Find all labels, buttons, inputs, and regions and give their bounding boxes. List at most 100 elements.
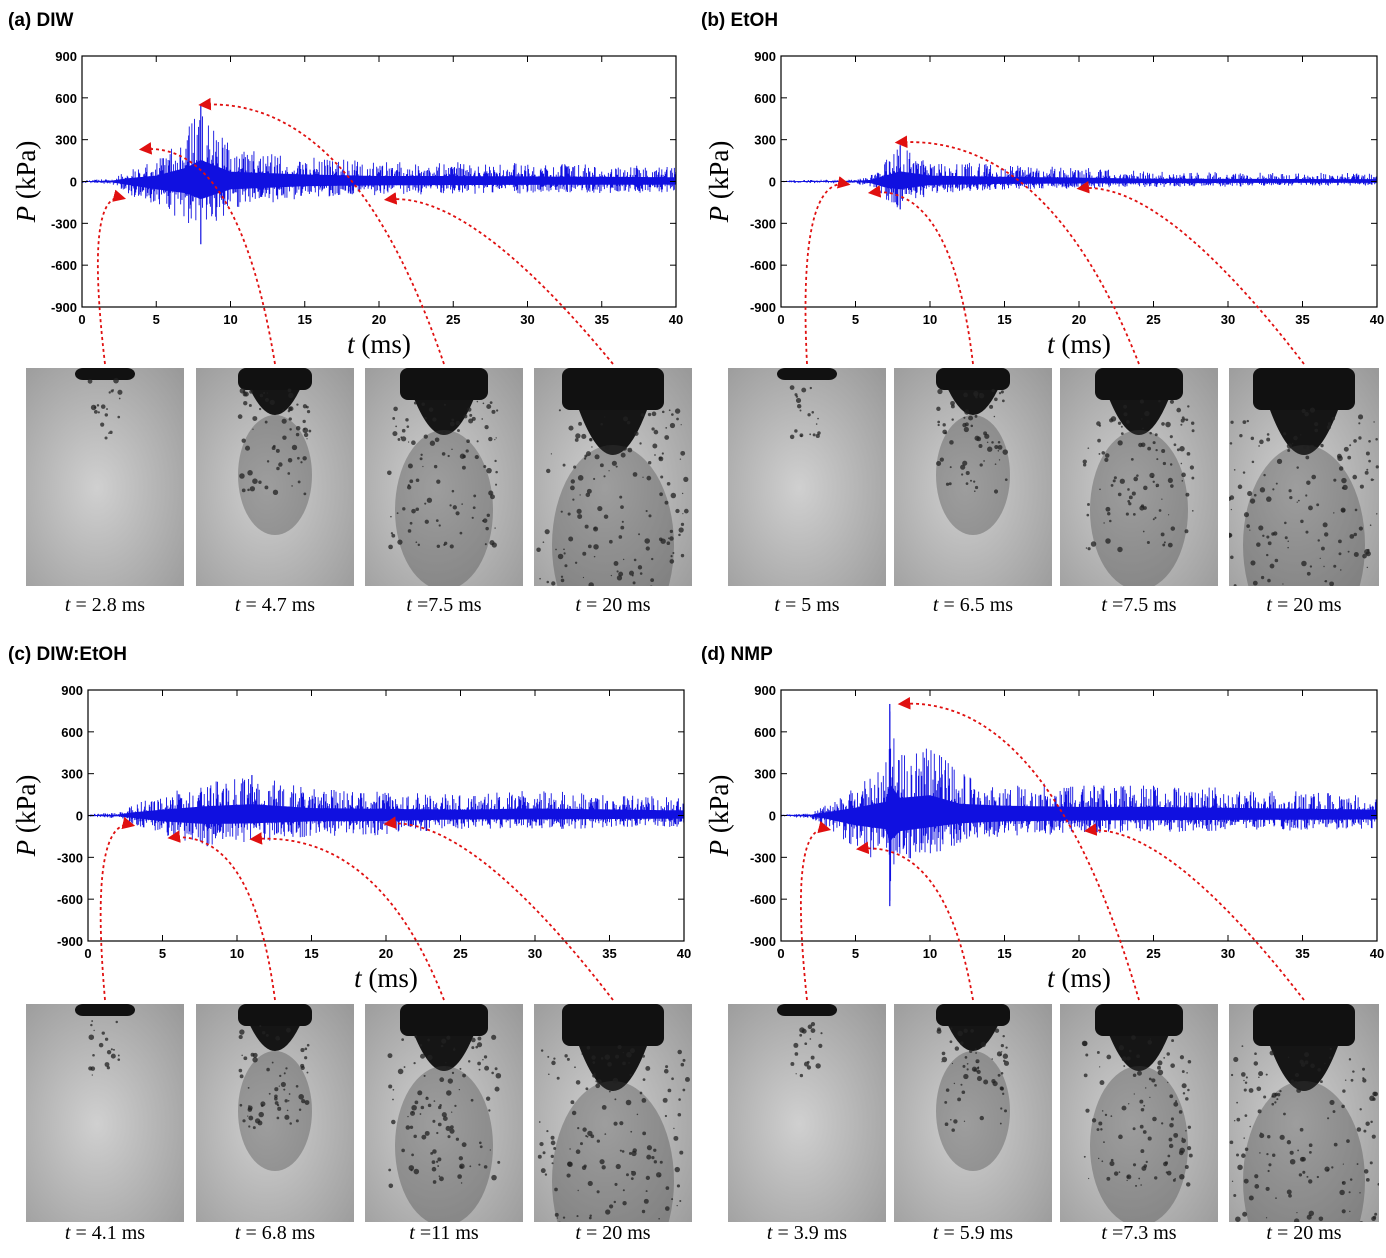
x-tick-label: 10 — [223, 312, 237, 327]
x-tick-label: 10 — [923, 312, 937, 327]
frame-photo — [894, 368, 1052, 586]
frame-photo — [1060, 368, 1218, 586]
frame-annotation-arrow — [806, 184, 849, 364]
frame-image-4 — [1229, 368, 1379, 586]
frame-photo — [26, 368, 184, 586]
frame-caption: t =7.5 ms — [1059, 594, 1219, 617]
x-tick-label: 5 — [852, 946, 859, 961]
pressure-signal — [82, 116, 675, 223]
frame-annotation-arrow — [1086, 830, 1304, 1000]
frame-photo — [728, 368, 886, 586]
y-axis-label: P (kPa) — [11, 775, 41, 858]
y-tick-label: 300 — [55, 133, 77, 148]
y-tick-label: 600 — [55, 91, 77, 106]
frame-caption: t = 5.9 ms — [893, 1222, 1053, 1245]
x-tick-label: 35 — [602, 946, 616, 961]
frame-caption: t = 20 ms — [533, 1222, 693, 1245]
frame-caption: t = 20 ms — [1224, 594, 1384, 617]
x-tick-label: 15 — [304, 946, 318, 961]
frame-image-2 — [196, 368, 354, 586]
frame-caption: t = 4.7 ms — [195, 594, 355, 617]
x-tick-label: 20 — [1072, 946, 1086, 961]
x-axis-label: t (ms) — [347, 329, 411, 359]
frame-photo — [196, 1004, 354, 1222]
frame-photo — [26, 1004, 184, 1222]
x-tick-label: 30 — [528, 946, 542, 961]
x-tick-label: 40 — [1370, 946, 1384, 961]
frame-annotation-arrow — [1079, 188, 1304, 364]
x-tick-label: 35 — [595, 312, 609, 327]
frame-caption: t = 20 ms — [1224, 1222, 1384, 1245]
frame-image-1 — [26, 368, 184, 586]
frame-image-4 — [534, 1004, 692, 1222]
y-tick-label: 600 — [754, 725, 776, 740]
x-tick-label: 40 — [669, 312, 683, 327]
y-tick-label: 0 — [769, 809, 776, 824]
frame-image-1 — [26, 1004, 184, 1222]
y-tick-label: -900 — [57, 934, 83, 949]
x-tick-label: 40 — [1370, 312, 1384, 327]
y-tick-label: 900 — [55, 49, 77, 64]
frame-photo — [894, 1004, 1052, 1222]
pressure-signal — [88, 779, 683, 845]
frame-photo — [534, 1004, 692, 1222]
x-tick-label: 25 — [1146, 312, 1160, 327]
x-tick-label: 5 — [159, 946, 166, 961]
y-tick-label: 0 — [769, 175, 776, 190]
frame-image-4 — [1229, 1004, 1379, 1222]
x-tick-label: 35 — [1295, 312, 1309, 327]
y-tick-label: -900 — [750, 934, 776, 949]
x-tick-label: 25 — [446, 312, 460, 327]
frame-photo — [534, 368, 692, 586]
y-tick-label: 0 — [70, 175, 77, 190]
x-tick-label: 20 — [372, 312, 386, 327]
y-tick-label: 600 — [61, 725, 83, 740]
frame-caption: t = 20 ms — [533, 594, 693, 617]
x-tick-label: 35 — [1295, 946, 1309, 961]
frame-caption: t = 6.5 ms — [893, 594, 1053, 617]
pressure-signal — [781, 712, 1376, 901]
x-tick-label: 30 — [1221, 312, 1235, 327]
y-tick-label: -600 — [51, 258, 77, 273]
y-tick-label: -600 — [57, 892, 83, 907]
x-tick-label: 5 — [852, 312, 859, 327]
y-tick-label: 600 — [754, 91, 776, 106]
y-tick-label: 300 — [754, 767, 776, 782]
frame-annotation-arrow — [386, 199, 613, 364]
frame-caption: t =7.5 ms — [364, 594, 524, 617]
x-tick-label: 15 — [997, 946, 1011, 961]
x-tick-label: 40 — [677, 946, 691, 961]
y-tick-label: -300 — [51, 216, 77, 231]
frame-annotation-arrow — [870, 192, 973, 364]
x-tick-label: 30 — [520, 312, 534, 327]
x-tick-label: 20 — [379, 946, 393, 961]
frame-annotation-arrow — [170, 837, 275, 1000]
y-tick-label: 300 — [61, 767, 83, 782]
frame-image-3 — [1060, 368, 1218, 586]
frame-photo — [365, 1004, 523, 1222]
x-tick-label: 0 — [777, 946, 784, 961]
y-tick-label: -900 — [750, 300, 776, 315]
frame-caption: t = 3.9 ms — [727, 1222, 887, 1245]
frame-annotation-arrow — [386, 823, 613, 1000]
x-tick-label: 0 — [78, 312, 85, 327]
y-tick-label: 300 — [754, 133, 776, 148]
frame-annotation-arrow — [101, 825, 133, 1000]
x-tick-label: 15 — [997, 312, 1011, 327]
frame-caption: t =7.3 ms — [1059, 1222, 1219, 1245]
frame-image-2 — [894, 1004, 1052, 1222]
frame-annotation-arrow — [801, 829, 829, 1000]
y-tick-label: -300 — [750, 216, 776, 231]
frame-caption: t = 2.8 ms — [25, 594, 185, 617]
x-tick-label: 10 — [230, 946, 244, 961]
frame-caption: t =11 ms — [364, 1222, 524, 1245]
y-tick-label: 900 — [754, 49, 776, 64]
x-axis-label: t (ms) — [1047, 963, 1111, 993]
frame-caption: t = 5 ms — [727, 594, 887, 617]
frame-image-2 — [894, 368, 1052, 586]
x-tick-label: 25 — [453, 946, 467, 961]
